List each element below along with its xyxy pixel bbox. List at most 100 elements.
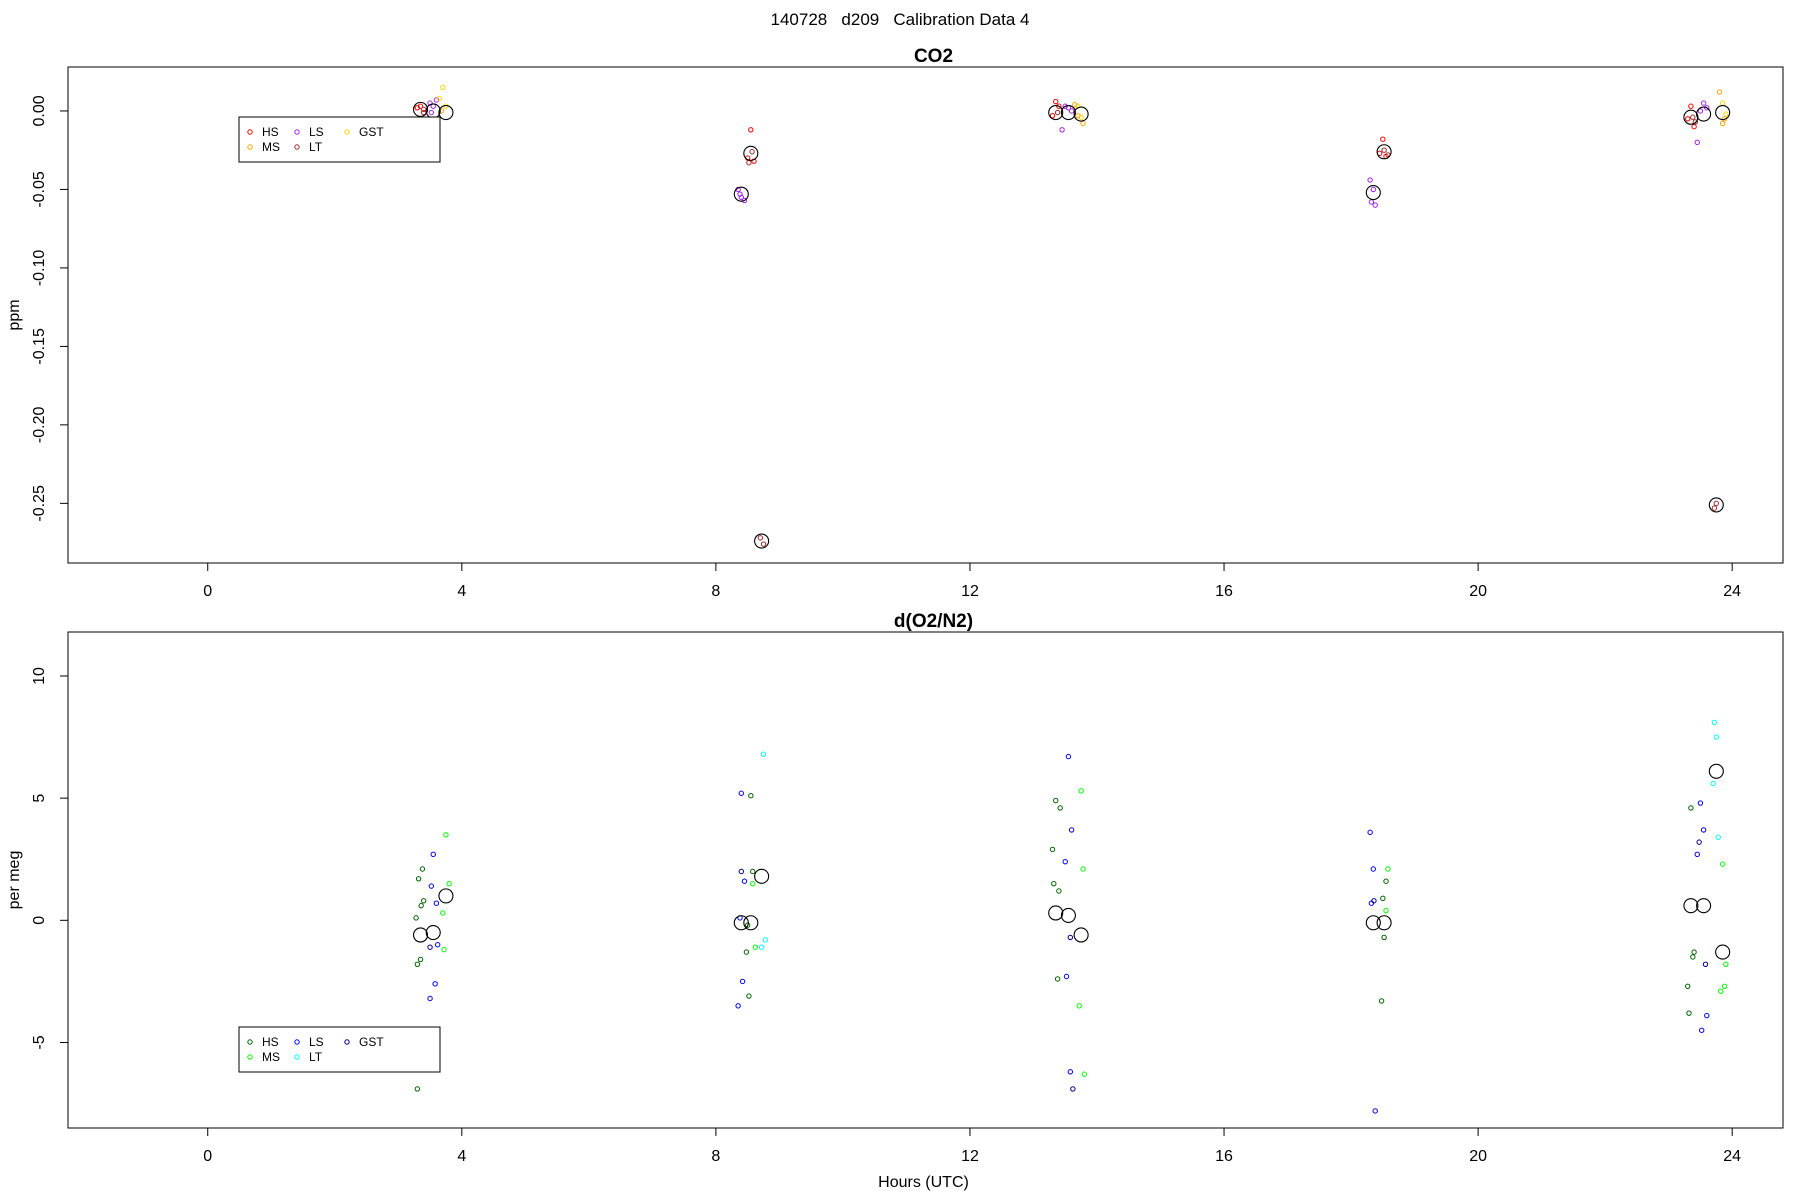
o2n2-y-tick-label: -5 — [31, 1035, 48, 1049]
o2n2-point-hs — [419, 866, 426, 872]
co2-point-mean — [733, 186, 749, 202]
co2-panel: CO2 0 4 8 12 16 20 24 0.00 -0.05 -0.10 -0.15 -0.20 -0… — [6, 46, 1784, 600]
co2-point-ls — [1697, 108, 1704, 114]
co2-y-tick-label: -0.05 — [31, 171, 48, 208]
co2-legend-marker — [344, 129, 350, 135]
o2n2-point-gst — [1067, 934, 1074, 941]
co2-legend-marker — [294, 129, 300, 135]
co2-point-lt — [1381, 147, 1387, 153]
o2n2-point-ls — [1700, 827, 1707, 833]
o2n2-x-axis-label: Hours (UTC) — [878, 1174, 969, 1191]
o2n2-point-mean — [1060, 907, 1076, 923]
o2n2-point-mean — [425, 924, 441, 941]
co2-legend-marker — [294, 144, 300, 150]
o2n2-point-ls — [433, 900, 440, 906]
o2n2-point-hs — [1685, 983, 1691, 989]
o2n2-point-lt — [1710, 780, 1716, 787]
o2n2-point-ms — [1081, 1071, 1087, 1077]
o2n2-legend-label: LS — [309, 1035, 324, 1049]
o2n2-point-ms — [1721, 983, 1728, 989]
o2n2-point-ls — [1063, 973, 1070, 980]
co2-y-tick-label: -0.20 — [31, 407, 48, 444]
o2n2-x-tick-label: 16 — [1215, 1148, 1233, 1165]
o2n2-point-ls — [428, 883, 435, 889]
co2-legend-label: LS — [309, 125, 324, 139]
co2-point-mean — [438, 104, 454, 121]
o2n2-point-hs — [414, 961, 421, 967]
co2-point-gst — [1723, 111, 1729, 117]
o2n2-point-ms — [1719, 861, 1726, 867]
o2n2-point-ls — [738, 790, 744, 796]
co2-point-gst — [436, 95, 443, 102]
co2-point-mean — [1365, 185, 1381, 201]
co2-point-gst — [440, 84, 446, 91]
o2n2-point-ms — [446, 880, 452, 887]
co2-point-ms — [1072, 101, 1078, 108]
o2n2-point-hs — [1056, 888, 1062, 894]
co2-point-ls — [1368, 199, 1375, 205]
o2n2-point-mean — [412, 927, 429, 943]
o2n2-point-hs — [414, 1086, 421, 1092]
o2n2-point-ms — [1078, 788, 1084, 794]
o2n2-y-tick-label: 5 — [31, 794, 48, 803]
o2n2-point-ms — [1385, 866, 1391, 872]
o2n2-point-ls — [1062, 858, 1068, 865]
o2n2-point-ls — [1065, 753, 1072, 760]
o2n2-point-ls — [1367, 829, 1373, 836]
o2n2-point-ms — [441, 946, 447, 953]
co2-point-mean — [1708, 497, 1724, 513]
co2-point-ls — [1700, 100, 1707, 106]
o2n2-point-mean — [733, 915, 749, 931]
o2n2-legend-label: MS — [262, 1050, 280, 1064]
co2-point-lt — [421, 106, 427, 113]
co2-point-hs — [1685, 116, 1691, 122]
co2-point-ms — [1716, 89, 1723, 95]
o2n2-point-gst — [1702, 961, 1709, 967]
co2-point-mean — [1715, 104, 1731, 121]
o2n2-point-mean — [1708, 763, 1724, 779]
co2-point-ls — [738, 194, 744, 200]
o2n2-point-hs — [744, 922, 751, 928]
co2-legend-marker — [247, 144, 253, 150]
o2n2-legend-marker — [294, 1054, 300, 1060]
o2n2-point-ls — [1068, 827, 1075, 833]
o2n2-point-mean — [754, 868, 770, 884]
o2n2-point-ls — [1698, 1027, 1705, 1033]
o2n2-x-tick-label: 8 — [711, 1148, 720, 1165]
o2n2-point-ls — [1067, 1069, 1074, 1075]
o2n2-x-tick-label: 4 — [457, 1148, 466, 1165]
o2n2-point-gst — [1696, 839, 1702, 845]
o2n2-point-ls — [434, 942, 441, 948]
o2n2-x-tick-label: 12 — [961, 1148, 979, 1165]
co2-point-ls — [737, 191, 743, 197]
o2n2-point-hs — [1049, 846, 1056, 853]
o2n2-point-ms — [1383, 907, 1389, 914]
co2-point-mean — [1060, 104, 1076, 121]
co2-point-mean — [1073, 106, 1089, 122]
o2n2-point-lt — [758, 944, 765, 950]
o2n2-point-mean — [1715, 944, 1731, 960]
co2-legend-marker — [247, 129, 253, 135]
co2-point-mean — [754, 533, 770, 549]
o2n2-point-lt — [1715, 834, 1721, 840]
co2-point-hs — [1380, 136, 1386, 142]
co2-y-tick-label: 0.00 — [31, 95, 48, 126]
o2n2-point-mean — [1048, 905, 1064, 921]
o2n2-legend-box — [238, 1026, 441, 1073]
o2n2-point-gst — [1371, 898, 1377, 904]
co2-x-tick-label: 0 — [203, 583, 212, 600]
co2-point-mean — [1376, 144, 1392, 160]
co2-legend-label: LT — [309, 140, 323, 154]
co2-x-tick-label: 4 — [457, 583, 466, 600]
co2-point-ms — [1719, 120, 1726, 127]
co2-x-tick-label: 16 — [1215, 583, 1233, 600]
co2-point-hs — [1688, 103, 1694, 109]
co2-point-ls — [1370, 186, 1377, 193]
co2-point-lt — [760, 541, 767, 547]
co2-point-hs — [414, 105, 421, 111]
co2-point-mean — [743, 145, 759, 161]
co2-x-tick-label: 8 — [711, 583, 720, 600]
co2-point-ls — [741, 197, 748, 204]
o2n2-point-ms — [750, 880, 756, 887]
